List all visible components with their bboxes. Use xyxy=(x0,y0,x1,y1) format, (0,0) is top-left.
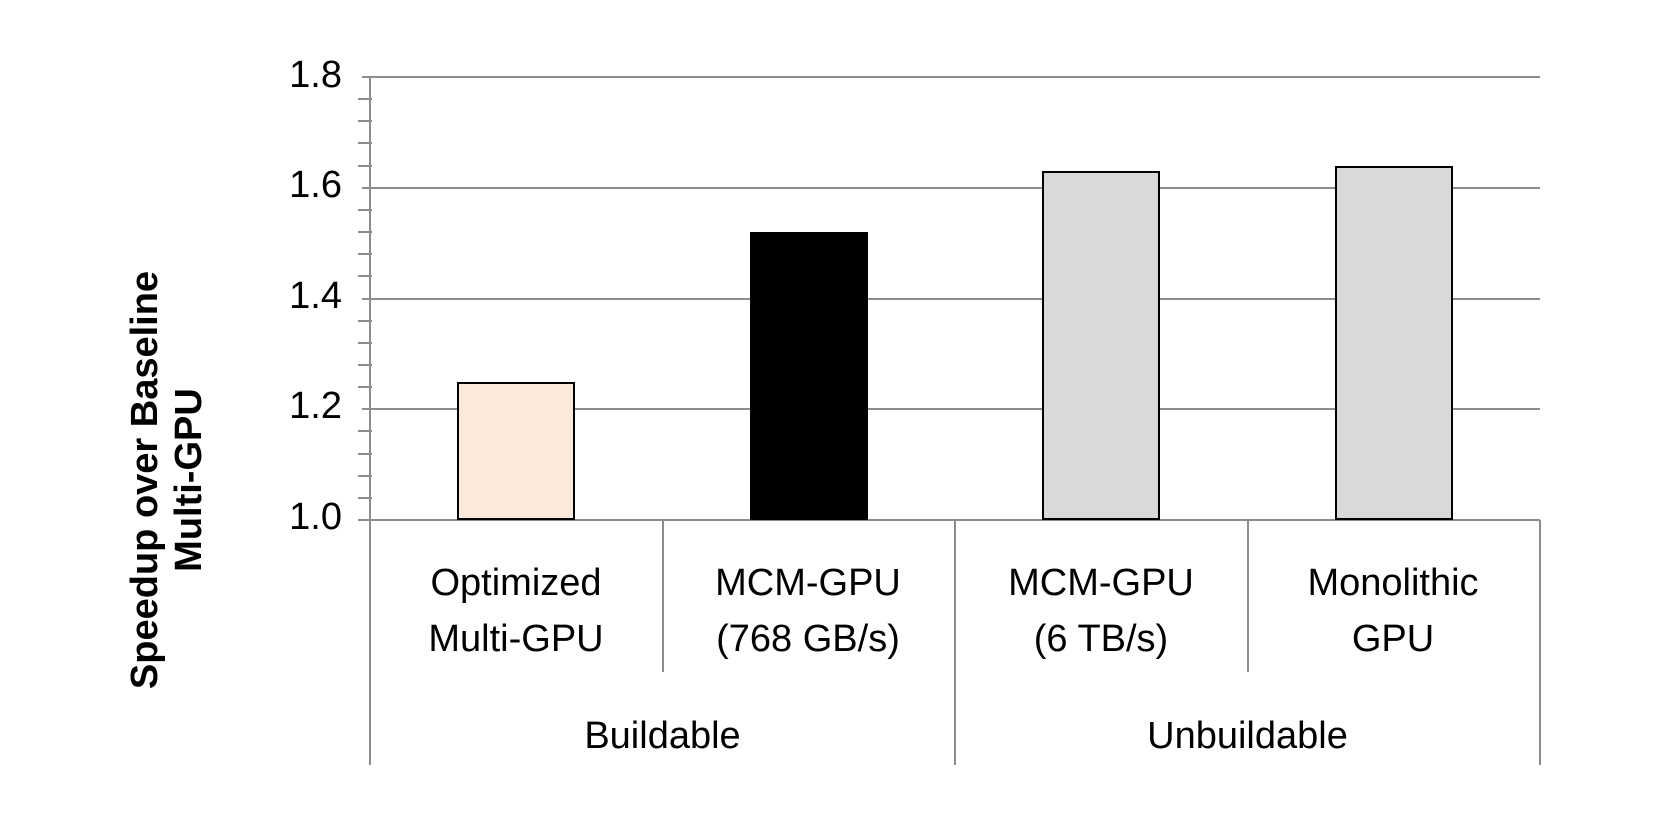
minor-tick xyxy=(358,319,372,322)
minor-tick xyxy=(358,363,372,366)
category-label: MCM-GPU (768 GB/s) xyxy=(715,562,901,660)
gridline xyxy=(362,76,1540,78)
category-label: MCM-GPU (6 TB/s) xyxy=(1008,562,1194,660)
category-label: Optimized Multi-GPU xyxy=(428,562,604,660)
x-axis-line xyxy=(358,519,1540,521)
bar xyxy=(1042,171,1161,520)
minor-tick xyxy=(358,496,372,499)
minor-tick xyxy=(358,120,372,123)
y-tick-label: 1.2 xyxy=(289,385,342,427)
bar xyxy=(749,232,868,520)
minor-tick xyxy=(358,253,372,256)
gridline xyxy=(362,408,1540,411)
group-label-buildable: Buildable xyxy=(584,715,741,757)
minor-tick xyxy=(358,98,372,101)
minor-tick xyxy=(358,341,372,344)
y-tick-label: 1.6 xyxy=(289,164,342,206)
minor-tick xyxy=(358,275,372,278)
minor-tick xyxy=(358,430,372,433)
minor-tick xyxy=(358,208,372,211)
y-tick-label: 1.0 xyxy=(289,496,342,538)
gridline xyxy=(362,297,1540,300)
group-divider xyxy=(954,520,956,765)
y-axis-title-line1: Speedup over Baseline xyxy=(124,270,166,690)
group-label-unbuildable: Unbuildable xyxy=(1147,715,1348,757)
minor-tick xyxy=(358,474,372,477)
minor-tick xyxy=(358,164,372,167)
minor-tick xyxy=(358,386,372,389)
y-tick-label: 1.4 xyxy=(289,275,342,317)
y-axis-line xyxy=(369,77,371,765)
category-divider xyxy=(1246,520,1249,672)
minor-tick xyxy=(358,142,372,145)
category-divider xyxy=(1539,520,1541,765)
y-axis-title-line2: Multi-GPU xyxy=(168,388,210,572)
category-divider xyxy=(661,520,664,672)
minor-tick xyxy=(358,452,372,455)
gridline xyxy=(362,186,1540,189)
category-label: Monolithic GPU xyxy=(1307,562,1479,660)
bar xyxy=(1334,165,1453,520)
y-tick-label: 1.8 xyxy=(289,54,342,96)
minor-tick xyxy=(358,231,372,234)
bar xyxy=(457,381,576,520)
